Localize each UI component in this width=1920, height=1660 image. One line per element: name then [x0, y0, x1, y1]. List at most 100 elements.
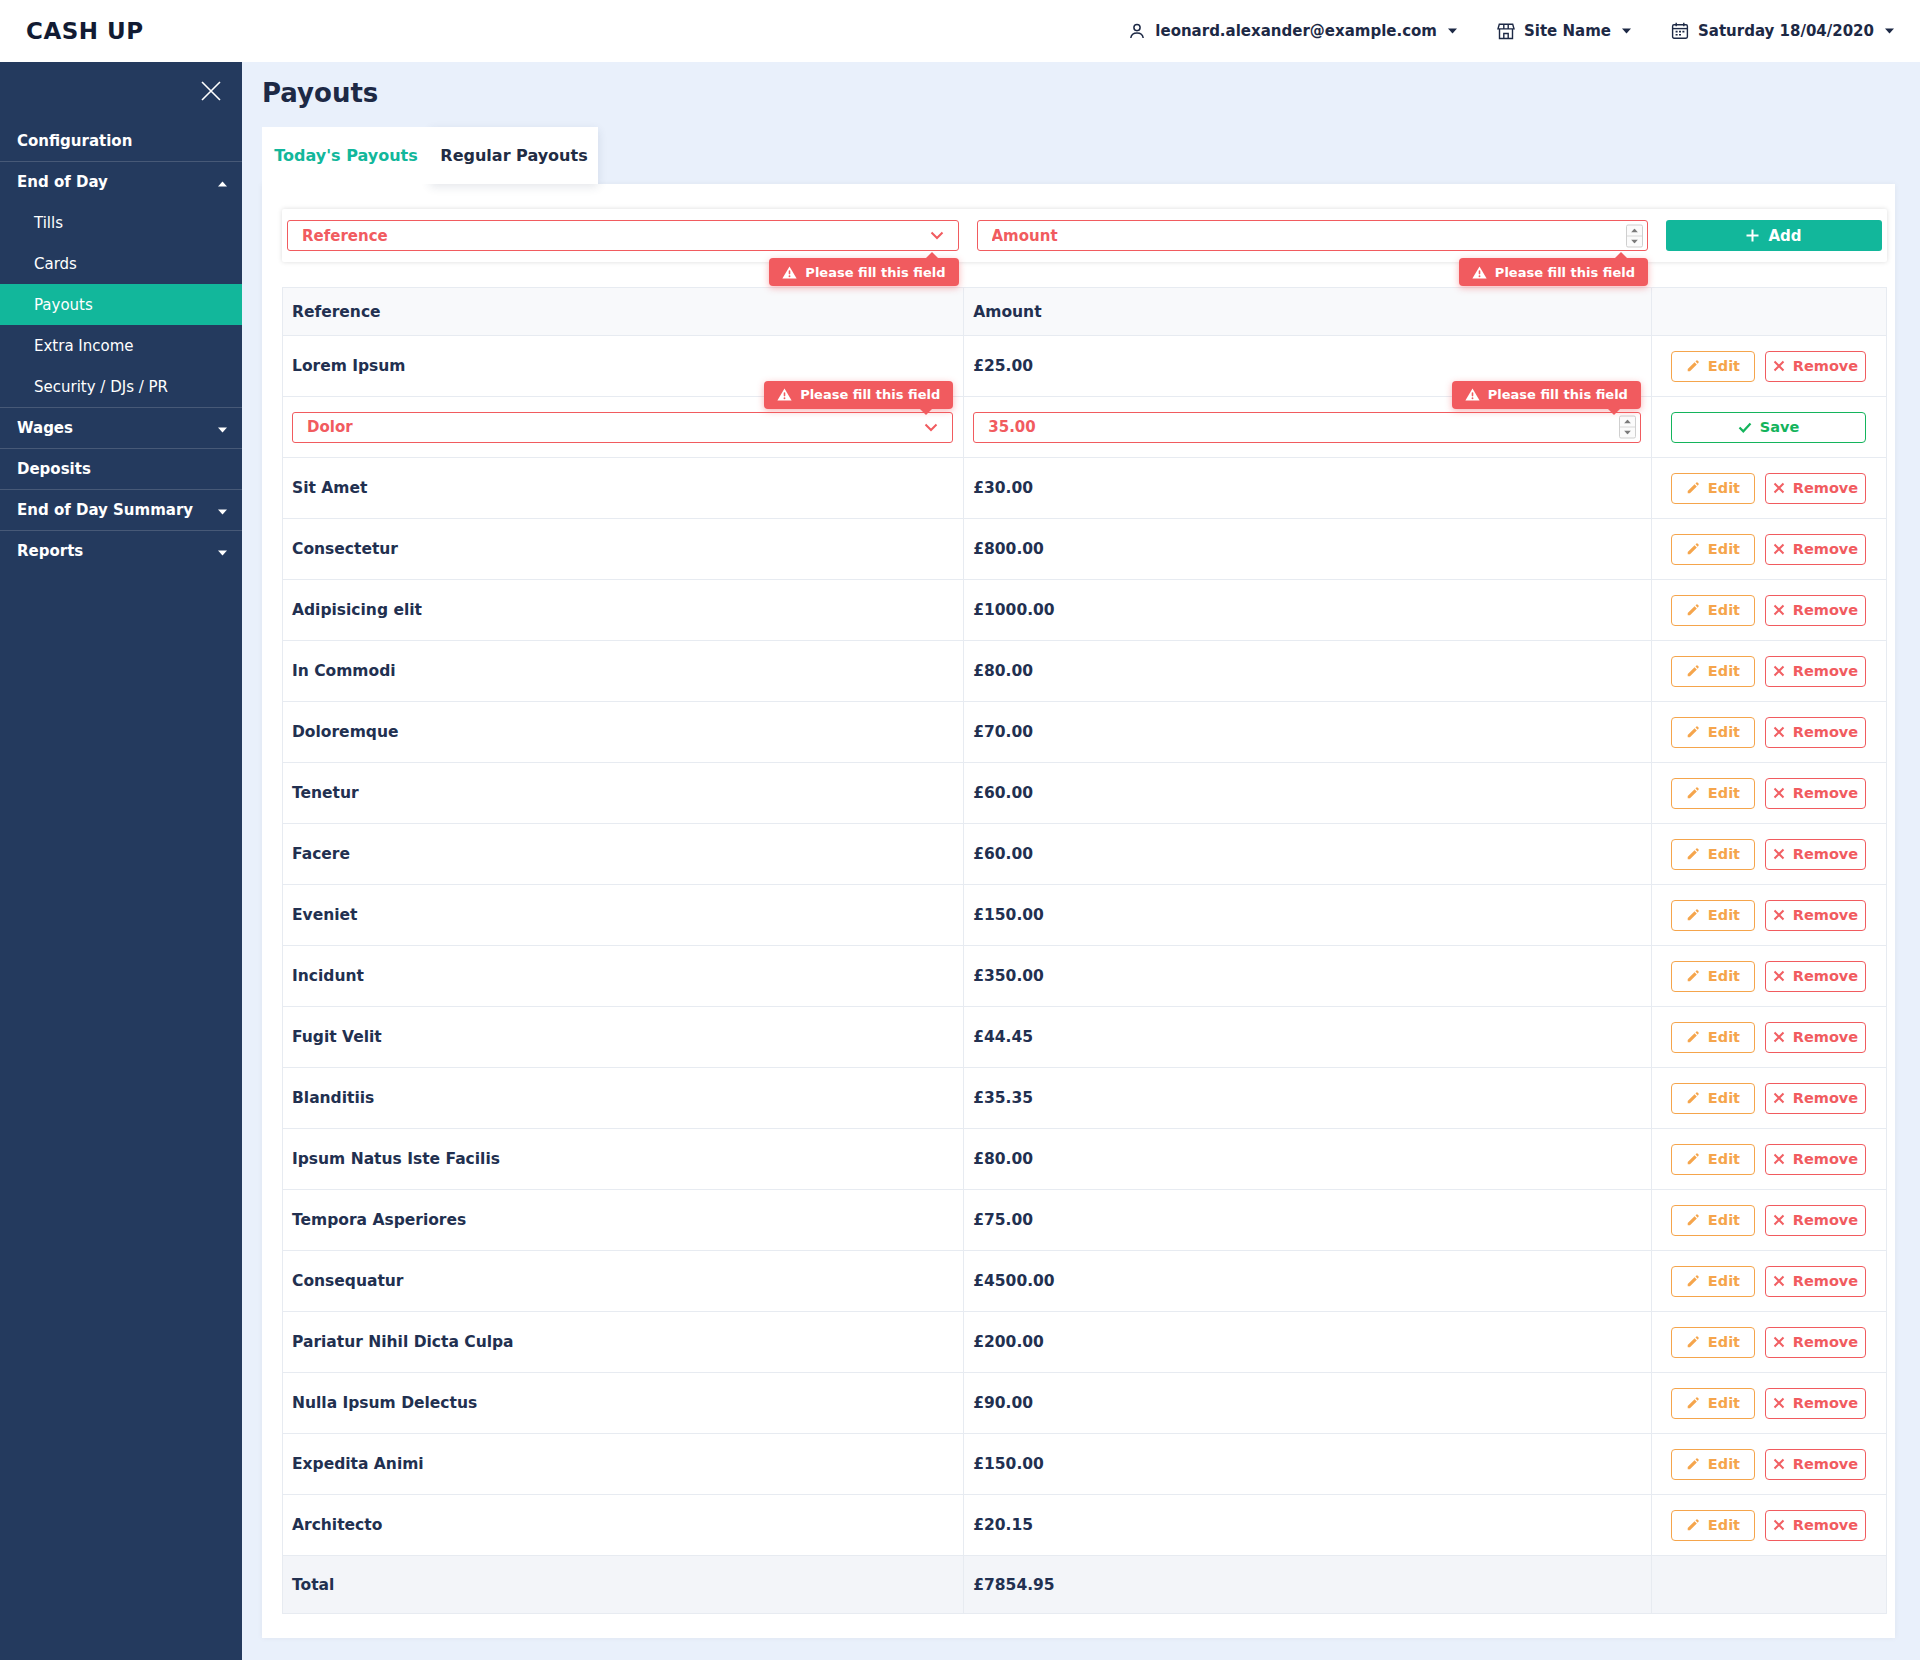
chevron-down-icon	[1622, 28, 1631, 34]
remove-button[interactable]: Remove	[1765, 656, 1866, 687]
edit-button[interactable]: Edit	[1671, 1449, 1755, 1480]
remove-button[interactable]: Remove	[1765, 595, 1866, 626]
edit-button[interactable]: Edit	[1671, 534, 1755, 565]
add-button[interactable]: Add	[1666, 220, 1882, 251]
pencil-icon	[1686, 1396, 1700, 1410]
remove-button[interactable]: Remove	[1765, 1327, 1866, 1358]
sidebar-item-configuration[interactable]: Configuration	[0, 120, 242, 161]
site-selector[interactable]: Site Name	[1497, 22, 1631, 40]
chevron-down-icon	[1448, 28, 1457, 34]
edit-button[interactable]: Edit	[1671, 839, 1755, 870]
edit-button[interactable]: Edit	[1671, 1266, 1755, 1297]
tab-todays-payouts[interactable]: Today's Payouts	[262, 127, 430, 184]
pencil-icon	[1686, 481, 1700, 495]
payout-reference: Sit Amet	[283, 458, 964, 518]
edit-button[interactable]: Edit	[1671, 473, 1755, 504]
edit-button[interactable]: Edit	[1671, 1327, 1755, 1358]
tab-regular-payouts[interactable]: Regular Payouts	[430, 127, 598, 184]
page-title: Payouts	[262, 78, 1895, 108]
sidebar-item-reports[interactable]: Reports	[0, 530, 242, 571]
remove-button[interactable]: Remove	[1765, 1144, 1866, 1175]
remove-button[interactable]: Remove	[1765, 1449, 1866, 1480]
edit-button[interactable]: Edit	[1671, 351, 1755, 382]
sidebar-item-wages[interactable]: Wages	[0, 407, 242, 448]
edit-button[interactable]: Edit	[1671, 1388, 1755, 1419]
payout-reference: Doloremque	[283, 702, 964, 762]
remove-button[interactable]: Remove	[1765, 778, 1866, 809]
number-spinner[interactable]	[1619, 416, 1636, 439]
payout-amount: £350.00	[964, 946, 1652, 1006]
pencil-icon	[1686, 725, 1700, 739]
edit-button[interactable]: Edit	[1671, 656, 1755, 687]
remove-button[interactable]: Remove	[1765, 1510, 1866, 1541]
edit-button[interactable]: Edit	[1671, 595, 1755, 626]
pencil-icon	[1686, 1213, 1700, 1227]
remove-button[interactable]: Remove	[1765, 961, 1866, 992]
reference-select[interactable]: Reference	[287, 220, 959, 251]
table-row: Fugit Velit£44.45EditRemove	[283, 1007, 1886, 1068]
x-icon	[1773, 604, 1785, 616]
sidebar-item-extra-income[interactable]: Extra Income	[0, 325, 242, 366]
calendar-icon	[1671, 22, 1689, 40]
remove-button[interactable]: Remove	[1765, 473, 1866, 504]
sidebar-item-payouts[interactable]: Payouts	[0, 284, 242, 325]
edit-button[interactable]: Edit	[1671, 1205, 1755, 1236]
remove-button[interactable]: Remove	[1765, 717, 1866, 748]
x-icon	[1773, 970, 1785, 982]
table-row: Nulla Ipsum Delectus£90.00EditRemove	[283, 1373, 1886, 1434]
add-payout-form: Reference Please fill this field Please …	[282, 209, 1887, 262]
sidebar-item-security-djs-pr[interactable]: Security / DJs / PR	[0, 366, 242, 407]
chevron-down-icon	[930, 231, 944, 240]
edit-button[interactable]: Edit	[1671, 900, 1755, 931]
remove-button[interactable]: Remove	[1765, 1083, 1866, 1114]
payout-reference: Tempora Asperiores	[283, 1190, 964, 1250]
edit-button[interactable]: Edit	[1671, 1510, 1755, 1541]
save-button[interactable]: Save	[1671, 412, 1866, 443]
remove-button[interactable]: Remove	[1765, 1266, 1866, 1297]
edit-button[interactable]: Edit	[1671, 1144, 1755, 1175]
user-menu[interactable]: leonard.alexander@example.com	[1128, 22, 1457, 40]
payout-amount: £75.00	[964, 1190, 1652, 1250]
edit-amount-input[interactable]	[973, 412, 1641, 443]
total-amount: £7854.95	[964, 1556, 1652, 1613]
table-row: Consectetur£800.00EditRemove	[283, 519, 1886, 580]
sidebar-item-deposits[interactable]: Deposits	[0, 448, 242, 489]
pencil-icon	[1686, 542, 1700, 556]
close-sidebar-icon[interactable]	[196, 76, 226, 106]
table-row: Pariatur Nihil Dicta Culpa£200.00EditRem…	[283, 1312, 1886, 1373]
remove-button[interactable]: Remove	[1765, 1205, 1866, 1236]
remove-button[interactable]: Remove	[1765, 1022, 1866, 1053]
x-icon	[1773, 909, 1785, 921]
edit-button[interactable]: Edit	[1671, 1083, 1755, 1114]
payout-reference: Expedita Animi	[283, 1434, 964, 1494]
plus-icon	[1746, 229, 1759, 242]
payout-reference: In Commodi	[283, 641, 964, 701]
table-row-editing: Dolor Please fill this field	[283, 397, 1886, 458]
sidebar-item-tills[interactable]: Tills	[0, 202, 242, 243]
remove-button[interactable]: Remove	[1765, 534, 1866, 565]
date-selector[interactable]: Saturday 18/04/2020	[1671, 22, 1894, 40]
edit-button[interactable]: Edit	[1671, 1022, 1755, 1053]
edit-button[interactable]: Edit	[1671, 717, 1755, 748]
edit-reference-select[interactable]: Dolor	[292, 412, 953, 443]
sidebar-item-end-of-day-summary[interactable]: End of Day Summary	[0, 489, 242, 530]
number-spinner[interactable]	[1626, 224, 1643, 247]
edit-button[interactable]: Edit	[1671, 778, 1755, 809]
sidebar-item-cards[interactable]: Cards	[0, 243, 242, 284]
sidebar-item-end-of-day[interactable]: End of Day	[0, 161, 242, 202]
validation-tooltip: Please fill this field	[1452, 381, 1641, 409]
table-header-row: Reference Amount	[283, 288, 1886, 336]
pencil-icon	[1686, 908, 1700, 922]
x-icon	[1773, 1092, 1785, 1104]
x-icon	[1773, 543, 1785, 555]
total-row: Total £7854.95	[283, 1556, 1886, 1614]
remove-button[interactable]: Remove	[1765, 351, 1866, 382]
edit-button[interactable]: Edit	[1671, 961, 1755, 992]
remove-button[interactable]: Remove	[1765, 900, 1866, 931]
x-icon	[1773, 848, 1785, 860]
total-label: Total	[283, 1556, 964, 1613]
remove-button[interactable]: Remove	[1765, 839, 1866, 870]
remove-button[interactable]: Remove	[1765, 1388, 1866, 1419]
current-date: Saturday 18/04/2020	[1698, 22, 1874, 40]
amount-input[interactable]	[977, 220, 1649, 251]
